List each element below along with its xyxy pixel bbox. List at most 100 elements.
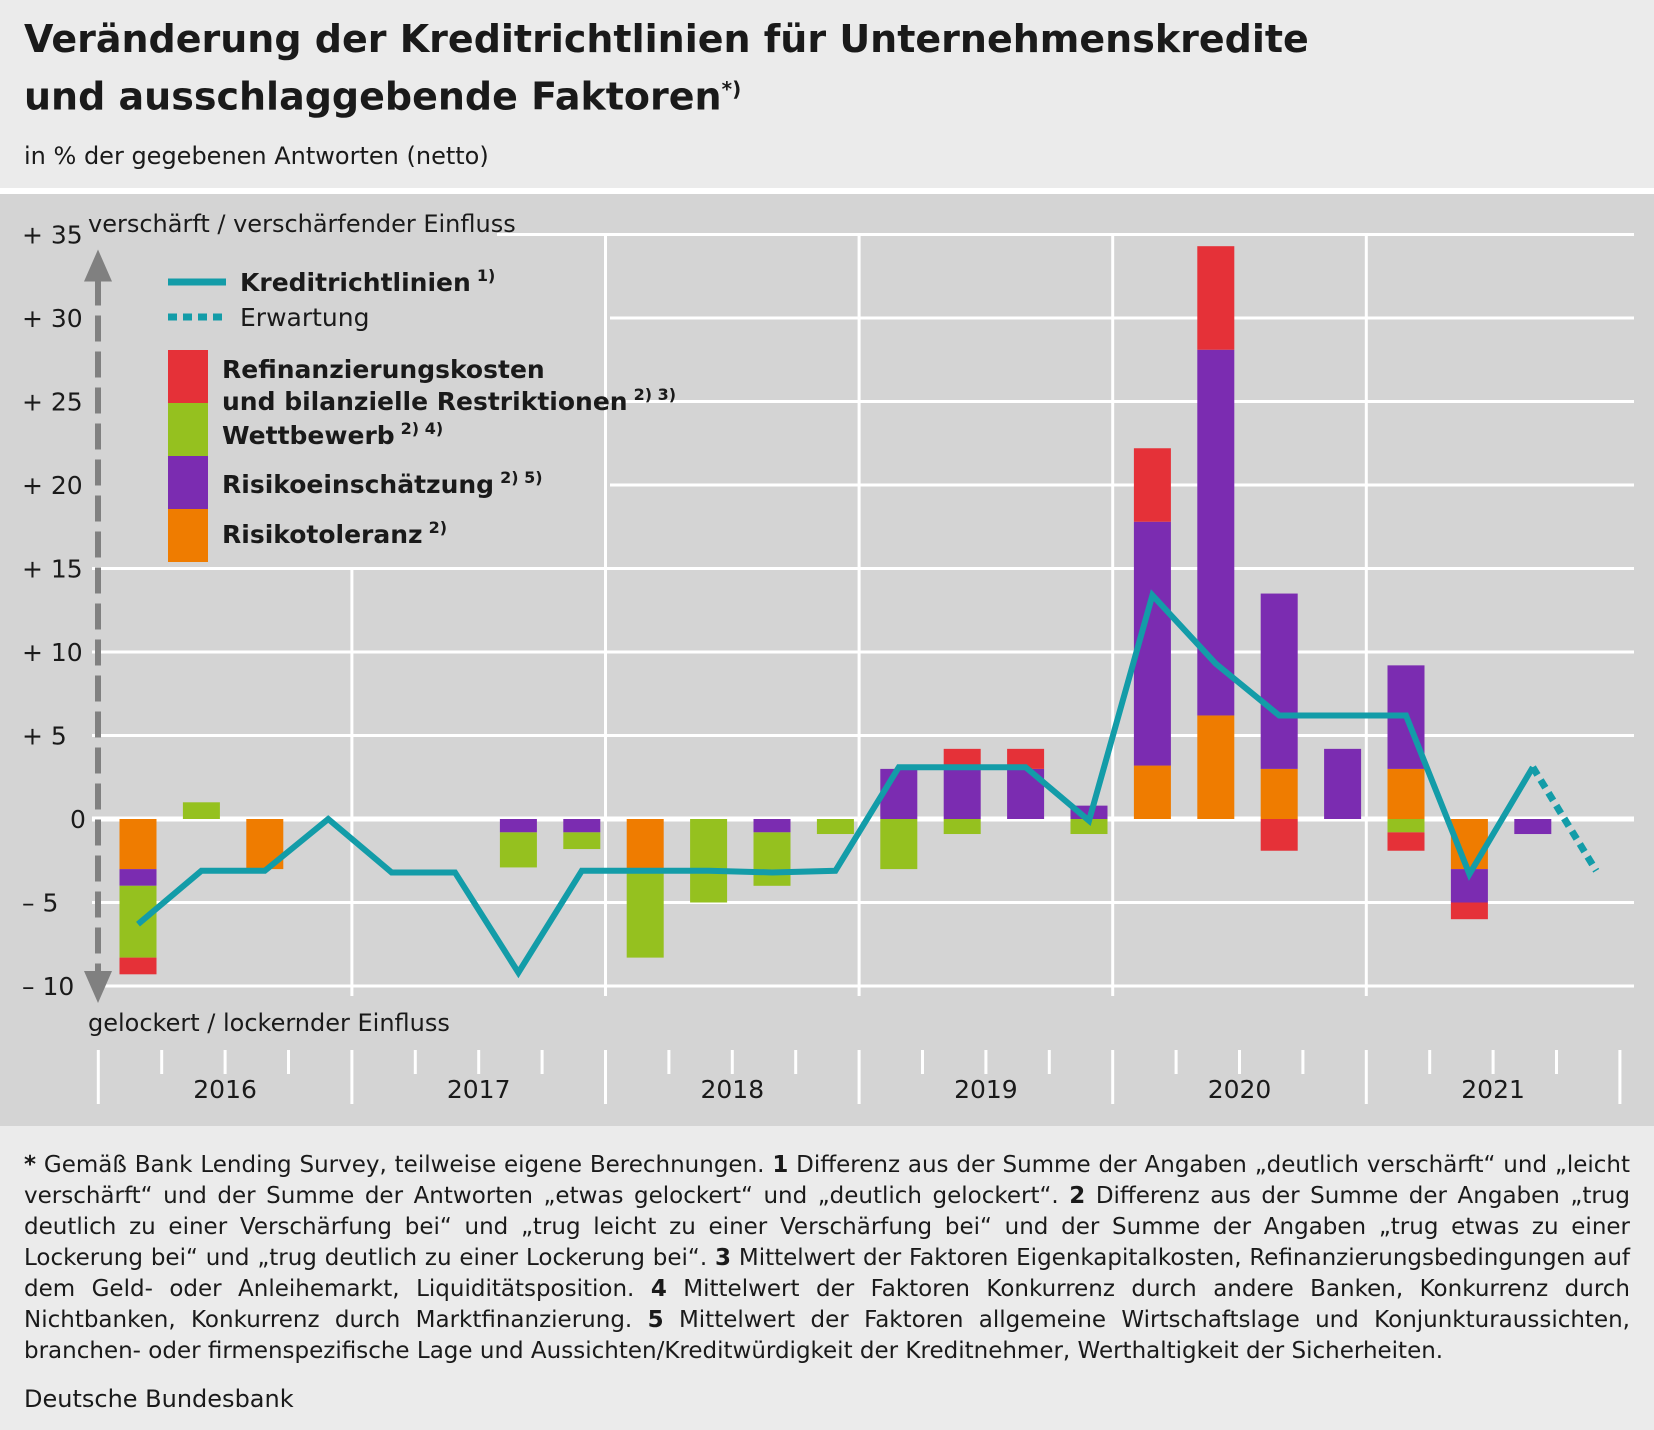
footnote-3: Mittelwert der Faktoren Eigenkapitalkost… [24, 1245, 1630, 1302]
x-tick-label: 2018 [700, 1075, 764, 1104]
bar-wettbewerb [690, 819, 728, 903]
bar-wettbewerb [753, 832, 791, 886]
legend-label: Risikotoleranz 2) [222, 518, 447, 549]
grid-lines [92, 233, 1634, 996]
footnote-3-mark: 3 [715, 1245, 732, 1271]
footnote-4-mark: 4 [650, 1276, 667, 1302]
legend-label: Refinanzierungskosten [222, 355, 545, 384]
x-tick-label: 2019 [954, 1075, 1018, 1104]
chart: Kreditrichtlinien 1) Erwartung Refinanzieru… [0, 188, 1654, 1126]
legend-sup: 1) [477, 266, 495, 285]
x-tick-label: 2017 [447, 1075, 511, 1104]
arrow-down-head [84, 971, 112, 1003]
chart-top-separator [0, 188, 1654, 194]
bar-wettbewerb [626, 869, 664, 958]
bar-refinanzierung [1450, 902, 1488, 920]
footnotes: * Gemäß Bank Lending Survey, teilweise e… [24, 1150, 1630, 1367]
y-tick-label: + 15 [22, 555, 83, 584]
y-tick-label: – 5 [22, 889, 58, 918]
footnote-1-mark: 1 [772, 1152, 789, 1178]
bar-wettbewerb [816, 819, 854, 835]
footnote-star-mark: * [24, 1152, 37, 1178]
legend-sup: 2) 3) [634, 385, 676, 404]
footnote-text: * Gemäß Bank Lending Survey, teilweise e… [24, 1150, 1630, 1367]
legend-sup: 2) 4) [401, 419, 443, 438]
bar-wettbewerb [499, 832, 537, 868]
source-note: Deutsche Bundesbank [24, 1385, 294, 1413]
bar-refinanzierung [1260, 819, 1298, 851]
bar-risikoeinschaetzung [563, 819, 601, 833]
bar-wettbewerb [182, 802, 220, 819]
bar-risikotoleranz [626, 819, 664, 870]
bar-risikotoleranz [1197, 715, 1235, 819]
x-tick-label: 2020 [1208, 1075, 1272, 1104]
plot-background [0, 194, 1654, 1126]
legend-sup: 2) 5) [500, 468, 542, 487]
footnote-star: Gemäß Bank Lending Survey, teilweise eig… [36, 1152, 773, 1178]
y-tick-label: 0 [70, 805, 86, 834]
bar-risikoeinschaetzung [499, 819, 537, 833]
line-erwartung [1529, 765, 1600, 873]
footnote-1: Differenz aus der Summe der Angaben „deu… [24, 1152, 1630, 1209]
bar-wettbewerb [880, 819, 918, 870]
bar-refinanzierung [119, 957, 157, 975]
bar-risikoeinschaetzung [1514, 819, 1552, 835]
legend-swatch-risikoeinschaetzung [168, 456, 208, 509]
footnote-2-mark: 2 [1069, 1183, 1086, 1209]
bar-refinanzierung [1387, 832, 1425, 851]
bar-wettbewerb [1387, 819, 1425, 833]
bar-refinanzierung [1133, 448, 1171, 522]
chart-title-line2: und ausschlaggebende Faktoren*) [24, 64, 1424, 122]
chart-title-sup: *) [721, 77, 742, 101]
y-tick-label: + 30 [22, 304, 83, 333]
legend-label: Erwartung [240, 303, 369, 332]
y-tick-label: + 20 [22, 471, 83, 500]
y-tick-label: + 25 [22, 388, 83, 417]
legend: Kreditrichtlinien 1) Erwartung Refinanzieru… [168, 266, 676, 562]
y-tick-label: – 10 [22, 972, 74, 1001]
x-tick-label: 2016 [193, 1075, 257, 1104]
axis-label-bottom: gelockert / lockernder Einfluss [88, 1009, 450, 1037]
legend-swatch-refinanzierung [168, 350, 208, 403]
y-tick-labels: + 35 + 30 + 25 + 20 + 15 + 10 + 5 0 – 5 – 10 [22, 221, 86, 1002]
arrow-up-head [84, 249, 112, 282]
axis-label-top: verschärft / verschärfender Einfluss [88, 210, 516, 238]
bar-refinanzierung [1007, 748, 1045, 769]
x-axis: 2016 2017 2018 2019 2020 2021 [96, 1050, 1622, 1104]
y-tick-label: + 5 [22, 722, 67, 751]
chart-title-line2-text: und ausschlaggebende Faktoren [24, 74, 722, 119]
bar-refinanzierung [943, 748, 981, 769]
legend-label: Kreditrichtlinien 1) [240, 266, 495, 297]
bar-risikotoleranz [1133, 765, 1171, 819]
y-tick-label: + 10 [22, 638, 83, 667]
footnote-2: Differenz aus der Summe der Angaben „tru… [24, 1183, 1630, 1271]
bar-risikoeinschaetzung [753, 819, 791, 833]
bar-wettbewerb [943, 819, 981, 835]
footnote-5: Mittelwert der Faktoren allgemeine Wirts… [24, 1307, 1630, 1364]
bar-wettbewerb [1070, 819, 1108, 835]
line-series [136, 589, 1600, 979]
bar-wettbewerb [563, 832, 601, 850]
axis-arrow [84, 249, 112, 1003]
bar-risikoeinschaetzung [119, 869, 157, 886]
bar-risikotoleranz [119, 819, 157, 870]
bar-risikoeinschaetzung [943, 768, 981, 819]
chart-subtitle: in % der gegebenen Antworten (netto) [24, 142, 489, 170]
bar-risikoeinschaetzung [1324, 748, 1362, 819]
x-tick-label: 2021 [1461, 1075, 1525, 1104]
line-kreditrichtlinien [136, 589, 1536, 979]
legend-label: und bilanzielle Restriktionen 2) 3) [222, 385, 676, 416]
bar-risikoeinschaetzung [880, 768, 918, 819]
bar-risikoeinschaetzung [1260, 593, 1298, 769]
legend-label: Risikoeinschätzung 2) 5) [222, 468, 543, 499]
bar-risikotoleranz [1260, 768, 1298, 819]
bar-risikotoleranz [1387, 768, 1425, 819]
legend-swatch-risikotoleranz [168, 509, 208, 562]
chart-title: Veränderung der Kreditrichtlinien für Un… [24, 14, 1424, 122]
footnote-4: Mittelwert der Faktoren Konkurrenz durch… [24, 1276, 1631, 1333]
legend-swatch-wettbewerb [168, 403, 208, 456]
y-tick-label: + 35 [22, 221, 83, 250]
chart-title-line1: Veränderung der Kreditrichtlinien für Un… [24, 17, 1309, 61]
footnote-5-mark: 5 [647, 1307, 664, 1333]
bar-refinanzierung [1197, 246, 1235, 350]
